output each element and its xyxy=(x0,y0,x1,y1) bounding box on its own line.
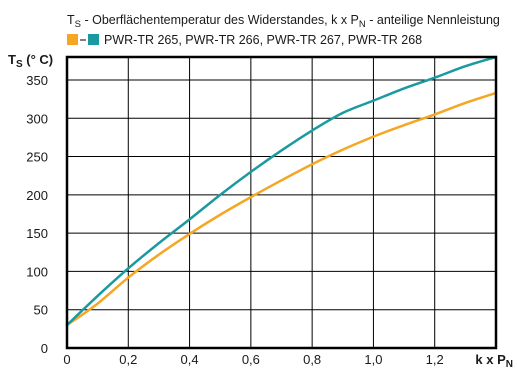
legend-swatch-teal xyxy=(88,34,99,45)
xlabel-main: k x P xyxy=(475,352,506,367)
legend-swatch-orange xyxy=(67,34,78,45)
title-mid: - Oberflächentemperatur des Widerstandes… xyxy=(81,13,359,27)
chart-title: TS - Oberflächentemperatur des Widerstan… xyxy=(67,13,500,30)
series-line-orange xyxy=(65,91,498,327)
title-p-sub: N xyxy=(359,19,366,30)
title-t: T xyxy=(67,13,75,27)
tick-labels: 0 0,2 0,4 0,6 0,8 1,0 1,2 0 50 100 150 200 250 300 350 xyxy=(26,73,443,367)
ylabel-rest: (° C) xyxy=(23,52,53,67)
x-tick-label: 1,0 xyxy=(364,352,382,367)
ylabel-main: T xyxy=(8,52,16,67)
series-lines xyxy=(65,55,498,327)
x-axis-label: k x PN xyxy=(475,352,513,370)
x-tick-label: 1,2 xyxy=(426,352,444,367)
series-line-teal xyxy=(65,55,498,327)
x-tick-label: 0 xyxy=(63,352,70,367)
x-tick-label: 0,6 xyxy=(242,352,260,367)
x-tick-label: 0,2 xyxy=(119,352,137,367)
y-tick-label: 50 xyxy=(34,303,48,318)
x-tick-label: 0,4 xyxy=(181,352,199,367)
grid xyxy=(67,57,496,348)
y-tick-label: 100 xyxy=(26,264,48,279)
legend-label: PWR-TR 265, PWR-TR 266, PWR-TR 267, PWR-… xyxy=(104,33,422,47)
y-axis-label: TS (° C) xyxy=(8,52,53,70)
xlabel-sub: N xyxy=(506,359,513,370)
y-tick-label: 350 xyxy=(26,73,48,88)
legend: PWR-TR 265, PWR-TR 266, PWR-TR 267, PWR-… xyxy=(67,33,422,47)
y-tick-label: 250 xyxy=(26,150,48,165)
y-tick-label: 150 xyxy=(26,226,48,241)
title-t-sub: S xyxy=(75,19,81,30)
title-end: - anteilige Nennleistung xyxy=(366,13,500,27)
y-tick-label: 0 xyxy=(41,341,48,356)
y-tick-label: 300 xyxy=(26,111,48,126)
plot-frame xyxy=(65,55,498,350)
ylabel-sub: S xyxy=(16,59,23,70)
x-tick-label: 0,8 xyxy=(303,352,321,367)
y-tick-label: 200 xyxy=(26,188,48,203)
